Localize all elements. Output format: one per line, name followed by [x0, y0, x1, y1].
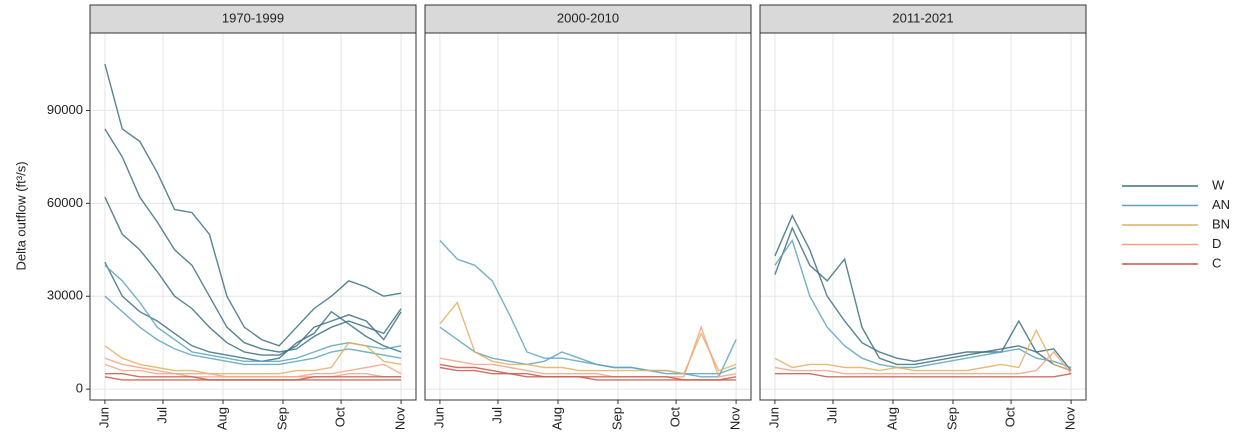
series-line — [439, 325, 737, 378]
series-line — [104, 196, 402, 356]
panel — [760, 33, 1086, 400]
x-tick-label: Jun — [766, 407, 781, 428]
y-tick-label: 60000 — [47, 195, 83, 210]
x-tick-label: Jul — [824, 407, 839, 424]
x-tick-label: Oct — [333, 407, 348, 428]
x-tick-label: Jul — [489, 407, 504, 424]
legend-label: AN — [1212, 197, 1230, 212]
facet-title: 2011-2021 — [892, 10, 953, 25]
x-tick-label: Sep — [609, 407, 624, 430]
legend-label: BN — [1212, 216, 1230, 231]
panel-border — [424, 32, 752, 401]
y-axis-label: Delta outflow (ft³/s) — [13, 161, 28, 270]
x-tick-label: Jun — [431, 407, 446, 428]
x-tick-label: Aug — [214, 407, 229, 430]
series-line — [104, 128, 402, 353]
y-tick-label: 0 — [76, 381, 83, 396]
panel — [90, 33, 416, 400]
series-line — [439, 366, 737, 381]
series-line — [774, 214, 1072, 372]
strip — [759, 4, 1087, 34]
series-line — [104, 295, 402, 366]
series-line — [774, 350, 1072, 375]
panel-border — [89, 32, 417, 401]
x-tick-label: Jun — [96, 407, 111, 428]
x-tick-label: Nov — [728, 407, 743, 431]
x-tick-label: Sep — [274, 407, 289, 430]
strip — [89, 4, 417, 34]
x-tick-label: Sep — [944, 407, 959, 430]
legend-label: C — [1212, 255, 1221, 270]
x-tick-label: Jul — [154, 407, 169, 424]
x-tick-label: Aug — [549, 407, 564, 430]
series-line — [774, 238, 1072, 369]
panel-border — [759, 32, 1087, 401]
series-line — [774, 328, 1072, 372]
x-tick-label: Oct — [668, 407, 683, 428]
panel — [425, 33, 751, 400]
x-tick-label: Aug — [884, 407, 899, 430]
legend-label: W — [1212, 177, 1225, 192]
y-tick-label: 90000 — [47, 102, 83, 117]
legend-label: D — [1212, 236, 1221, 251]
facet-title: 1970-1999 — [222, 10, 284, 25]
x-tick-label: Nov — [1063, 407, 1078, 431]
series-line — [104, 363, 402, 378]
series-line — [104, 341, 402, 375]
series-line — [104, 63, 402, 347]
series-line — [439, 326, 737, 375]
x-tick-label: Nov — [393, 407, 408, 431]
x-tick-label: Oct — [1003, 407, 1018, 428]
series-line — [104, 261, 402, 363]
series-line — [104, 376, 402, 381]
series-line — [774, 226, 1072, 372]
y-tick-label: 30000 — [47, 288, 83, 303]
series-line — [774, 373, 1072, 378]
facet-title: 2000-2010 — [557, 10, 619, 25]
